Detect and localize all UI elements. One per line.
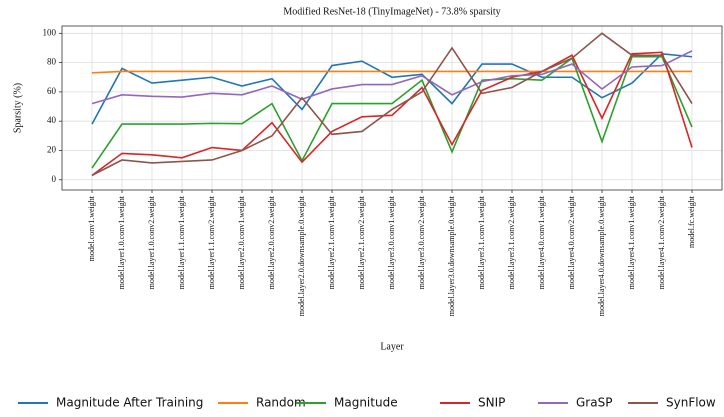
y-tick-label: 80 — [47, 57, 57, 67]
series-line — [91, 55, 693, 169]
series-line — [91, 32, 693, 177]
plot-frame — [61, 25, 723, 191]
x-tick-label: model.layer1.0.conv1.weight — [117, 195, 126, 289]
y-tick-label: 100 — [43, 27, 57, 37]
x-tick-label: model.layer2.0.conv1.weight — [237, 195, 246, 289]
x-tick-label: model.conv1.weight — [87, 195, 96, 261]
x-tick-label: model.layer1.1.conv2.weight — [207, 195, 216, 289]
x-tick-label: model.layer3.0.conv1.weight — [387, 195, 396, 289]
legend-label: SNIP — [478, 396, 505, 410]
legend-label: SynFlow — [666, 396, 716, 410]
x-tick-label: model.layer4.1.conv2.weight — [657, 195, 666, 289]
legend-label: Magnitude — [334, 396, 398, 410]
x-tick-label: model.layer2.0.conv2.weight — [267, 195, 276, 289]
series-line — [91, 51, 693, 177]
series-line — [91, 50, 693, 105]
x-axis-label: Layer — [380, 341, 404, 352]
x-tick-label: model.layer4.0.downsample.0.weight — [597, 195, 606, 316]
x-tick-label: model.layer4.1.conv1.weight — [627, 195, 636, 289]
x-tick-label: model.layer1.1.conv1.weight — [177, 195, 186, 289]
y-tick-label: 0 — [52, 174, 57, 184]
legend-label: Magnitude After Training — [56, 396, 203, 410]
series-line — [91, 52, 693, 125]
x-tick-label: model.layer2.1.conv2.weight — [357, 195, 366, 289]
x-tick-label: model.layer1.0.conv2.weight — [147, 195, 156, 289]
x-tick-label: model.layer2.0.downsample.0.weight — [297, 195, 306, 316]
x-tick-label: model.layer4.0.conv2.weight — [567, 195, 576, 289]
y-tick-label: 20 — [47, 145, 57, 155]
chart-title: Modified ResNet-18 (TinyImageNet) - 73.8… — [283, 6, 500, 17]
x-tick-label: model.layer3.1.conv2.weight — [507, 195, 516, 289]
x-tick-label: model.fc.weight — [687, 195, 696, 248]
x-tick-label: model.layer3.1.conv1.weight — [477, 195, 486, 289]
y-axis-label: Sparsity (%) — [12, 83, 23, 133]
x-tick-label: model.layer3.0.downsample.0.weight — [447, 195, 456, 316]
y-tick-label: 40 — [47, 115, 57, 125]
legend-label: Random — [256, 396, 306, 410]
y-tick-label: 60 — [47, 86, 57, 96]
legend-label: GraSP — [576, 396, 612, 410]
x-tick-label: model.layer4.0.conv1.weight — [537, 195, 546, 289]
series-line — [91, 70, 692, 74]
x-tick-label: model.layer3.0.conv2.weight — [417, 195, 426, 289]
x-tick-label: model.layer2.1.conv1.weight — [327, 195, 336, 289]
